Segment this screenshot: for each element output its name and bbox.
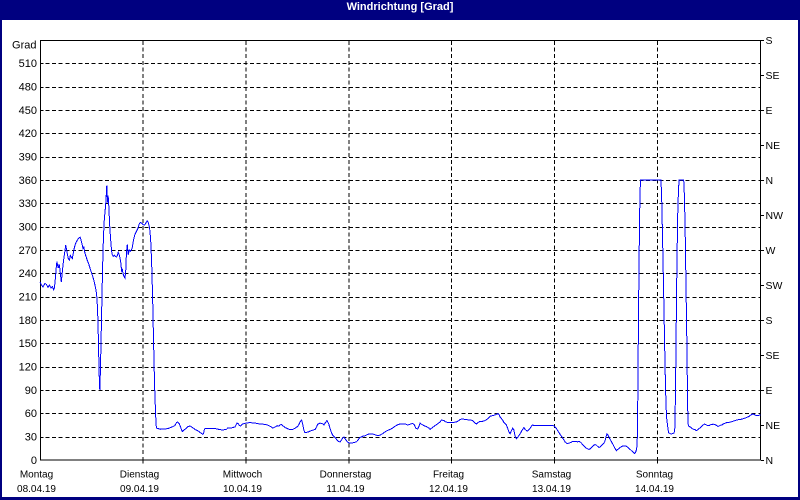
svg-text:08.04.19: 08.04.19 xyxy=(17,484,56,495)
svg-text:120: 120 xyxy=(19,362,37,374)
svg-text:09.04.19: 09.04.19 xyxy=(120,484,159,495)
svg-text:Dienstag: Dienstag xyxy=(120,470,159,481)
svg-text:150: 150 xyxy=(19,338,37,350)
svg-text:SW: SW xyxy=(766,280,783,292)
svg-text:10.04.19: 10.04.19 xyxy=(223,484,262,495)
svg-text:NW: NW xyxy=(766,210,784,222)
svg-text:330: 330 xyxy=(19,198,37,210)
svg-text:SE: SE xyxy=(766,70,780,82)
svg-text:Montag: Montag xyxy=(20,470,53,481)
svg-text:240: 240 xyxy=(19,268,37,280)
svg-text:Sonntag: Sonntag xyxy=(636,470,673,481)
svg-text:S: S xyxy=(766,315,773,327)
svg-text:12.04.19: 12.04.19 xyxy=(429,484,468,495)
svg-text:S: S xyxy=(766,35,773,47)
svg-text:Grad: Grad xyxy=(12,40,36,52)
svg-text:N: N xyxy=(766,455,774,467)
svg-text:Mittwoch: Mittwoch xyxy=(223,470,262,481)
svg-text:180: 180 xyxy=(19,315,37,327)
svg-text:60: 60 xyxy=(25,408,37,420)
svg-text:13.04.19: 13.04.19 xyxy=(532,484,571,495)
svg-text:Freitag: Freitag xyxy=(433,470,464,481)
svg-text:NE: NE xyxy=(766,140,781,152)
svg-text:210: 210 xyxy=(19,292,37,304)
svg-text:Samstag: Samstag xyxy=(532,470,571,481)
svg-text:0: 0 xyxy=(31,455,37,467)
svg-text:450: 450 xyxy=(19,105,37,117)
svg-text:NE: NE xyxy=(766,420,781,432)
svg-text:E: E xyxy=(766,385,773,397)
svg-text:300: 300 xyxy=(19,222,37,234)
svg-text:W: W xyxy=(766,245,776,257)
svg-text:11.04.19: 11.04.19 xyxy=(326,484,365,495)
svg-text:480: 480 xyxy=(19,82,37,94)
svg-text:SE: SE xyxy=(766,350,780,362)
svg-text:360: 360 xyxy=(19,175,37,187)
svg-text:510: 510 xyxy=(19,58,37,70)
svg-text:E: E xyxy=(766,105,773,117)
svg-text:14.04.19: 14.04.19 xyxy=(635,484,674,495)
svg-text:270: 270 xyxy=(19,245,37,257)
svg-text:30: 30 xyxy=(25,432,37,444)
svg-text:90: 90 xyxy=(25,385,37,397)
svg-text:390: 390 xyxy=(19,152,37,164)
svg-text:420: 420 xyxy=(19,128,37,140)
svg-text:Donnerstag: Donnerstag xyxy=(320,470,372,481)
svg-text:N: N xyxy=(766,175,774,187)
